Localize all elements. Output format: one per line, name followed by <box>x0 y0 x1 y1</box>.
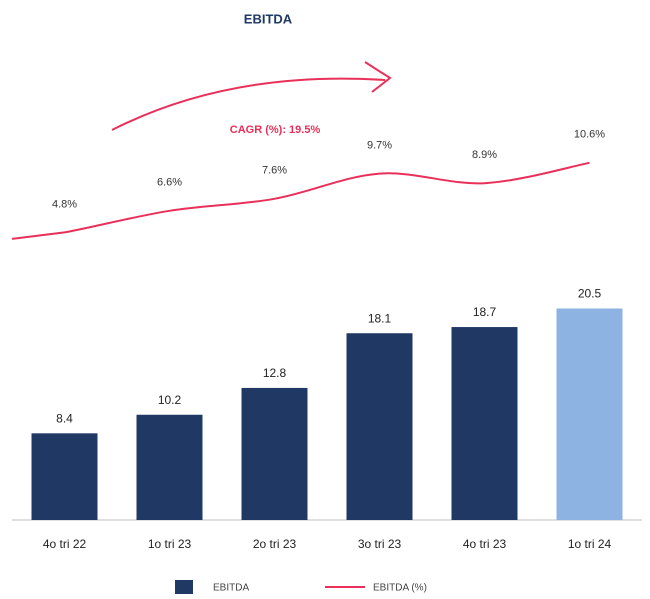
x-tick-label: 1o tri 24 <box>568 537 612 551</box>
bar <box>241 387 308 520</box>
legend-label: EBITDA (%) <box>373 583 427 594</box>
cagr-arrow-head <box>364 61 392 93</box>
bar <box>556 308 623 520</box>
chart-title: EBITDA <box>244 11 293 26</box>
data-label: 12.8 <box>263 366 287 380</box>
data-label: 7.6% <box>262 165 287 177</box>
cagr-annotation: CAGR (%): 19.5% <box>230 124 321 136</box>
data-label: 8.4 <box>56 411 73 425</box>
data-label: 10.6% <box>574 129 605 141</box>
cagr-arrow <box>111 77 386 131</box>
data-label: 4.8% <box>52 198 77 210</box>
bar <box>451 327 518 520</box>
x-tick-label: 4o tri 22 <box>43 537 87 551</box>
legend-swatch <box>175 580 193 594</box>
data-label: 20.5 <box>578 287 602 301</box>
data-label: 10.2 <box>158 393 182 407</box>
x-tick-label: 2o tri 23 <box>253 537 297 551</box>
bar <box>31 433 98 520</box>
data-label: 9.7% <box>367 140 392 152</box>
data-label: 8.9% <box>472 149 497 161</box>
legend-label: EBITDA <box>213 583 249 594</box>
x-tick-label: 3o tri 23 <box>358 537 402 551</box>
bar <box>346 333 413 520</box>
data-label: 18.7 <box>473 305 497 319</box>
x-tick-label: 1o tri 23 <box>148 537 192 551</box>
data-label: 6.6% <box>157 177 182 189</box>
data-label: 18.1 <box>368 311 392 325</box>
x-tick-label: 4o tri 23 <box>463 537 507 551</box>
line <box>11 161 590 240</box>
bar <box>136 414 203 520</box>
